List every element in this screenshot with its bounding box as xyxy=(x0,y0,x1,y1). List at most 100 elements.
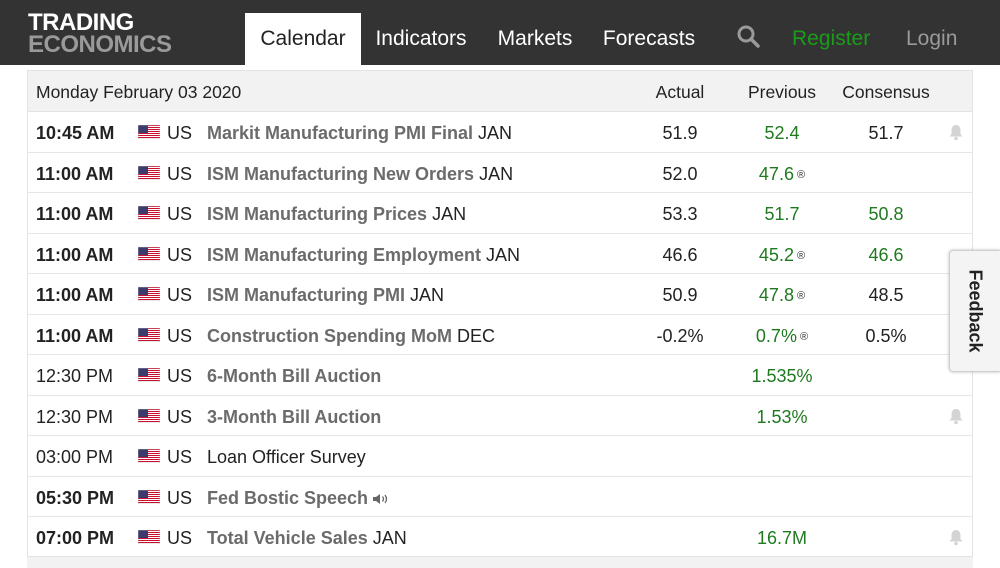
event-time: 03:00 PM xyxy=(36,447,114,467)
bell-icon[interactable] xyxy=(948,528,964,546)
event-cell[interactable]: ISM Manufacturing Prices JAN xyxy=(207,204,466,225)
event-cell[interactable]: Markit Manufacturing PMI Final JAN xyxy=(207,123,512,144)
country-code: US xyxy=(167,325,193,346)
search-icon[interactable] xyxy=(736,24,760,48)
event-name-link[interactable]: Fed Bostic Speech xyxy=(207,487,369,508)
event-time: 11:00 AM xyxy=(36,244,114,265)
table-row[interactable]: 11:00 AM US ISM Manufacturing Employment J… xyxy=(28,234,972,274)
previous-value: 16.7M xyxy=(740,528,824,549)
table-footer xyxy=(27,556,973,568)
table-row[interactable]: 11:00 AM US ISM Manufacturing Prices JAN 53… xyxy=(28,193,972,234)
table-row[interactable]: 12:30 PM US 6-Month Bill Auction 1.535% xyxy=(28,355,972,396)
logo-line-2: ECONOMICS xyxy=(28,31,172,58)
us-flag-icon xyxy=(138,327,160,342)
tab-indicators[interactable]: Indicators xyxy=(375,27,467,50)
us-flag-icon xyxy=(138,368,160,382)
event-name-link[interactable]: Total Vehicle Sales xyxy=(207,528,368,548)
previous-value: 1.53% xyxy=(740,407,824,428)
event-reference-period: JAN xyxy=(432,204,467,224)
actual-value: 46.6 xyxy=(662,244,698,265)
country-code: US xyxy=(167,163,193,184)
event-name-link[interactable]: Construction Spending MoM xyxy=(207,325,452,346)
previous-number: 1.535% xyxy=(751,366,813,386)
us-flag-icon xyxy=(138,165,160,180)
bell-icon[interactable] xyxy=(948,407,964,425)
tab-markets[interactable]: Markets xyxy=(497,27,573,50)
previous-number: 47.6 xyxy=(758,163,794,184)
logo-line-1: TRADING xyxy=(28,9,134,36)
previous-value: 1.535% xyxy=(740,366,824,387)
event-time: 12:30 PM xyxy=(36,406,114,427)
login-link[interactable]: Login xyxy=(906,27,958,50)
table-row[interactable]: 11:00 AM US ISM Manufacturing PMI JAN 50.9 4… xyxy=(28,274,972,315)
event-time: 05:30 PM xyxy=(36,487,115,508)
event-cell[interactable]: Loan Officer Survey xyxy=(207,447,366,468)
event-time: 11:00 AM xyxy=(36,163,114,184)
event-time: 10:45 AM xyxy=(36,123,115,143)
event-cell[interactable]: Fed Bostic Speech xyxy=(207,488,390,509)
table-row[interactable]: 03:00 PM US Loan Officer Survey xyxy=(28,436,972,477)
event-name-link[interactable]: Markit Manufacturing PMI Final xyxy=(207,123,474,143)
revised-mark: ® xyxy=(799,330,809,343)
event-reference-period: JAN xyxy=(479,163,514,184)
top-navigation-bar: TRADING ECONOMICS Calendar Indicators Ma… xyxy=(0,0,1000,65)
previous-number: 47.8 xyxy=(758,285,794,305)
table-row[interactable]: 05:30 PM US Fed Bostic Speech xyxy=(28,477,972,517)
event-name-link[interactable]: ISM Manufacturing Prices xyxy=(207,204,428,224)
previous-value: 45.2 ® xyxy=(740,245,824,266)
actual-value: 50.9 xyxy=(662,285,698,305)
register-link[interactable]: Register xyxy=(792,27,871,50)
table-row[interactable]: 11:00 AM US ISM Manufacturing New Orders J… xyxy=(28,153,972,193)
event-cell[interactable]: 6-Month Bill Auction xyxy=(207,366,381,387)
country-code: US xyxy=(167,285,193,305)
previous-number: 16.7M xyxy=(756,528,808,548)
tab-forecasts[interactable]: Forecasts xyxy=(602,27,696,50)
us-flag-icon xyxy=(138,206,160,220)
table-row[interactable]: 11:00 AM US Construction Spending MoM DEC -… xyxy=(28,315,972,355)
revised-mark: ® xyxy=(796,290,806,303)
trading-economics-logo[interactable]: TRADING ECONOMICS xyxy=(28,9,172,58)
event-cell[interactable]: 3-Month Bill Auction xyxy=(207,407,381,428)
table-row[interactable]: 07:00 PM US Total Vehicle Sales JAN 16.7M xyxy=(28,517,972,558)
previous-number: 1.53% xyxy=(756,406,808,427)
tab-calendar[interactable]: Calendar xyxy=(245,13,361,65)
event-name-link[interactable]: 6-Month Bill Auction xyxy=(207,366,382,386)
feedback-label: Feedback xyxy=(965,269,986,353)
feedback-tab[interactable]: Feedback xyxy=(949,250,1000,372)
event-cell[interactable]: ISM Manufacturing Employment JAN xyxy=(207,245,520,266)
event-reference-period: JAN xyxy=(372,528,407,548)
table-row[interactable]: 10:45 AM US Markit Manufacturing PMI Final… xyxy=(28,112,972,153)
previous-value: 52.4 xyxy=(740,123,824,144)
event-cell[interactable]: ISM Manufacturing PMI JAN xyxy=(207,285,444,306)
us-flag-icon xyxy=(138,489,160,504)
event-cell[interactable]: Total Vehicle Sales JAN xyxy=(207,528,407,549)
event-cell[interactable]: Construction Spending MoM DEC xyxy=(207,326,495,347)
table-row[interactable]: 12:30 PM US 3-Month Bill Auction 1.53% xyxy=(28,396,972,436)
revised-mark: ® xyxy=(796,168,806,181)
us-flag-icon xyxy=(138,125,160,139)
country-code: US xyxy=(167,366,193,386)
economic-calendar-table: Monday February 03 2020 Actual Previous … xyxy=(27,70,973,559)
event-name-link[interactable]: Loan Officer Survey xyxy=(207,447,366,467)
country-code: US xyxy=(167,487,193,508)
speaker-icon xyxy=(373,493,388,504)
event-name-link[interactable]: ISM Manufacturing PMI xyxy=(207,285,405,305)
country-code: US xyxy=(167,123,193,143)
event-time: 07:00 PM xyxy=(36,528,115,548)
us-flag-icon xyxy=(138,449,160,463)
event-name-link[interactable]: ISM Manufacturing New Orders xyxy=(207,163,475,184)
consensus-value: 50.8 xyxy=(868,204,904,224)
bell-icon[interactable] xyxy=(948,123,964,141)
actual-value: 52.0 xyxy=(662,163,698,184)
us-flag-icon xyxy=(138,530,160,544)
event-reference-period: DEC xyxy=(456,325,495,346)
country-code: US xyxy=(167,244,193,265)
event-name-link[interactable]: 3-Month Bill Auction xyxy=(207,406,382,427)
previous-number: 0.7% xyxy=(755,325,797,346)
event-name-link[interactable]: ISM Manufacturing Employment xyxy=(207,244,482,265)
event-time: 11:00 AM xyxy=(36,325,114,346)
table-header: Monday February 03 2020 Actual Previous … xyxy=(28,71,972,112)
previous-value: 51.7 xyxy=(740,204,824,225)
previous-value: 47.8 ® xyxy=(740,285,824,306)
event-cell[interactable]: ISM Manufacturing New Orders JAN xyxy=(207,164,513,185)
